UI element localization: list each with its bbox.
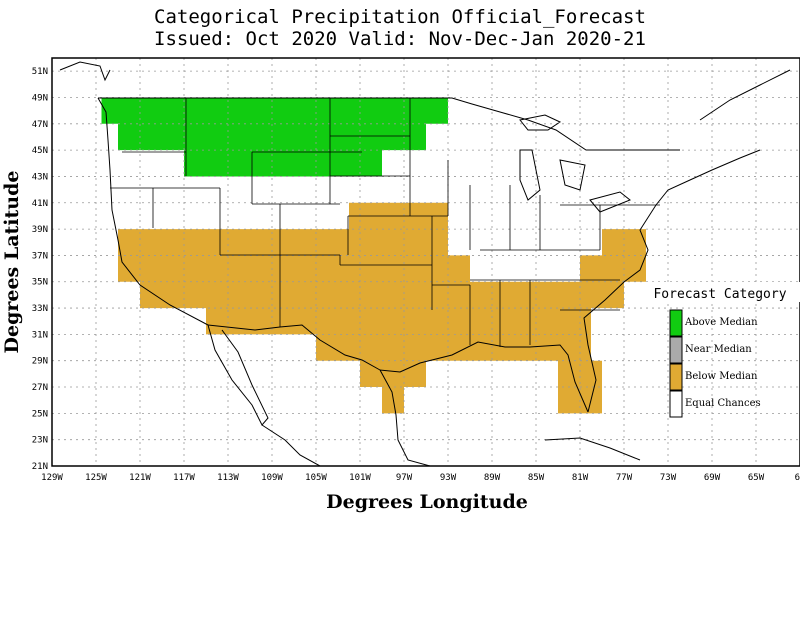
x-tick-label: 81W	[572, 473, 589, 483]
y-tick-label: 25N	[32, 409, 48, 419]
pacific-coast	[97, 97, 209, 326]
y-tick-label: 33N	[32, 304, 48, 314]
legend-item-label: Near Median	[685, 344, 752, 355]
x-tick-label: 129W	[41, 473, 63, 483]
legend-swatch	[669, 336, 683, 364]
y-tick-labels: 51N 49N 47N 45N 43N 41N 39N 37N 35N 33N 31N 29N 27N 2…	[32, 67, 48, 472]
y-tick-label: 41N	[32, 199, 48, 209]
y-tick-label: 47N	[32, 120, 48, 130]
y-tick-label: 21N	[32, 462, 48, 472]
cuba	[544, 437, 641, 461]
mexico-gulf-coast	[379, 369, 431, 466]
x-axis-label: Degrees Longitude	[326, 491, 528, 513]
y-tick-label: 31N	[32, 330, 48, 340]
x-tick-label: 125W	[85, 473, 107, 483]
y-tick-label: 35N	[32, 278, 48, 288]
y-tick-label: 49N	[32, 93, 48, 103]
legend-item-label: Above Median	[684, 317, 758, 328]
x-tick-label: 97W	[396, 473, 413, 483]
x-tick-label: 105W	[305, 473, 327, 483]
great-lakes	[519, 114, 631, 213]
y-tick-label: 27N	[32, 383, 48, 393]
gulf-coast	[379, 341, 589, 413]
x-tick-label: 89W	[484, 473, 501, 483]
legend-swatch	[669, 390, 683, 418]
x-tick-labels: 129W 125W 121W 117W 113W 109W 105W 101W 97W 93W 89…	[41, 473, 800, 483]
x-tick-label: 77W	[616, 473, 633, 483]
x-tick-label: 93W	[440, 473, 457, 483]
x-tick-label: 69W	[704, 473, 721, 483]
y-tick-label: 23N	[32, 436, 48, 446]
x-tick-label: 73W	[660, 473, 677, 483]
legend-swatch	[669, 363, 683, 391]
plot-frame	[51, 57, 800, 467]
y-tick-label: 43N	[32, 172, 48, 182]
mexico-pacific-coast	[261, 424, 321, 466]
y-tick-label: 45N	[32, 146, 48, 156]
legend: Forecast Category Above Median Near Media…	[642, 282, 800, 418]
above-median-region	[101, 97, 448, 177]
legend-item-label: Below Median	[685, 371, 758, 382]
legend-item-label: Equal Chances	[685, 398, 761, 409]
map-title-line2: Issued: Oct 2020 Valid: Nov-Dec-Jan 2020…	[154, 28, 646, 50]
x-tick-label: 85W	[528, 473, 545, 483]
florida-east-coast	[583, 149, 761, 413]
y-tick-label: 37N	[32, 251, 48, 261]
x-tick-label: 121W	[129, 473, 151, 483]
x-tick-label: 109W	[261, 473, 283, 483]
map-title-line1: Categorical Precipitation Official_Forec…	[154, 6, 646, 28]
geographic-outlines	[59, 61, 791, 466]
legend-title: Forecast Category	[653, 287, 786, 302]
y-tick-label: 39N	[32, 225, 48, 235]
x-tick-label: 101W	[349, 473, 371, 483]
us-canada-border	[98, 97, 680, 151]
mexico-us-border	[207, 324, 381, 371]
x-tick-label: 113W	[217, 473, 239, 483]
y-axis-label: Degrees Latitude	[1, 171, 23, 354]
legend-swatch	[669, 309, 683, 337]
canada-coast-north	[59, 61, 791, 121]
lat-lon-grid	[52, 58, 800, 466]
state-borders	[110, 98, 660, 347]
x-tick-label: 117W	[173, 473, 195, 483]
y-tick-label: 51N	[32, 67, 48, 77]
y-tick-label: 29N	[32, 357, 48, 367]
x-tick-label: 61	[795, 473, 800, 483]
x-tick-label: 65W	[748, 473, 765, 483]
